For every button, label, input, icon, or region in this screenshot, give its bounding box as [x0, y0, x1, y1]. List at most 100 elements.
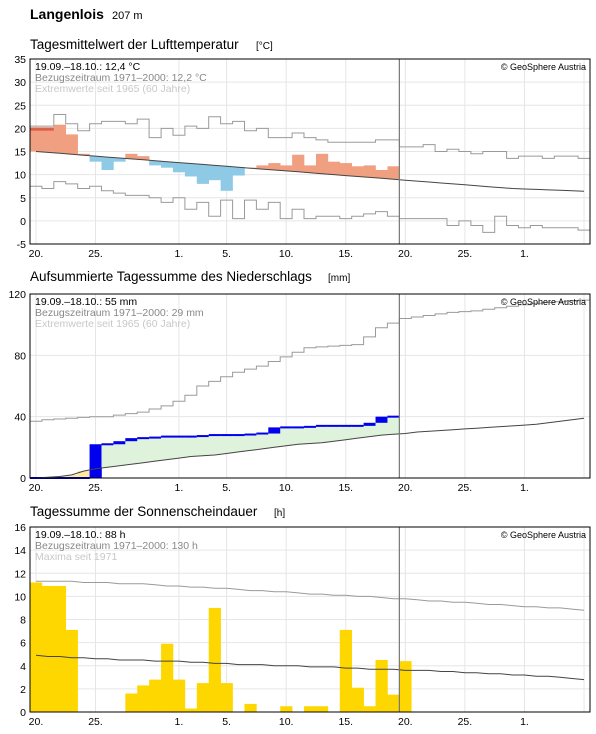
precipitation-unit: [mm]: [328, 273, 350, 284]
precipitation-deviation-fill: [363, 422, 376, 437]
precipitation-bar: [244, 433, 257, 436]
precipitation-x-tick-label: 1.: [520, 482, 529, 494]
sunshine-bar: [387, 694, 400, 712]
precipitation-bar: [375, 416, 388, 423]
temperature-y-tick-label: 35: [14, 54, 26, 66]
sunshine-bar: [41, 585, 55, 712]
precipitation-bar: [327, 424, 341, 427]
temperature-bar: [184, 163, 198, 177]
sunshine-x-tick-label: 25.: [458, 716, 473, 728]
precipitation-deviation-fill: [256, 433, 269, 449]
temperature-bar: [149, 160, 162, 166]
precipitation-bar: [172, 435, 186, 438]
precipitation-x-tick-label: 5.: [222, 482, 231, 494]
precipitation-deviation-fill: [149, 436, 162, 462]
sunshine-max-line: [36, 580, 585, 611]
sunshine-bar: [172, 679, 186, 712]
precipitation-deviation-fill: [137, 438, 150, 463]
sunshine-y-tick-label: 14: [14, 545, 26, 557]
sunshine-x-tick-label: 25.: [88, 716, 103, 728]
precipitation-bar: [363, 422, 376, 426]
temperature-bar: [232, 167, 245, 176]
temperature-y-tick-label: 10: [14, 170, 26, 182]
sunshine-x-tick-label: 1.: [520, 716, 529, 728]
precipitation-info-current: 19.09.–18.10.: 55 mm: [35, 296, 137, 308]
sunshine-bar: [30, 582, 43, 712]
sunshine-y-tick-label: 16: [14, 522, 26, 534]
sunshine-frame: [29, 526, 591, 713]
sunshine-bar: [280, 706, 293, 712]
precipitation-deviation-fill: [208, 435, 221, 455]
temperature-y-tick-label: 20: [14, 123, 26, 135]
temperature-copyright: © GeoSphere Austria: [501, 62, 586, 72]
temperature-bar: [41, 127, 55, 153]
temperature-y-tick-label: 25: [14, 100, 26, 112]
precipitation-info-extremes: Extremwerte seit 1965 (60 Jahre): [35, 318, 190, 330]
precipitation-y-tick-label: 80: [14, 350, 26, 362]
precipitation-deviation-fill: [292, 427, 305, 445]
precipitation-bar: [268, 427, 281, 434]
precipitation-deviation-fill: [220, 435, 233, 454]
temperature-bar: [101, 157, 114, 170]
temperature-x-tick-label: 10.: [279, 248, 294, 260]
sunshine-y-tick-label: 6: [20, 638, 26, 650]
precipitation-x-tick-label: 25.: [88, 482, 103, 494]
precipitation-bar: [256, 432, 269, 435]
temperature-bar: [268, 163, 281, 170]
temperature-normal-line: [35, 151, 585, 192]
temperature-x-tick-label: 25.: [88, 248, 103, 260]
temperature-bar: [30, 127, 43, 152]
temperature-info-current: 19.09.–18.10.: 12,4 °C: [35, 61, 141, 73]
temperature-x-tick-label: 20.: [29, 248, 44, 260]
sunshine-bar: [65, 629, 78, 712]
temperature-y-tick-label: 15: [14, 147, 26, 159]
precipitation-deviation-fill: [65, 474, 78, 478]
temperature-chart: -5 0 5 10 15 20 25 30 35 20. 25. 1. 5. 10. 15. 20. 25. 1.…: [14, 54, 591, 260]
sunshine-x-tick-label: 20.: [398, 716, 413, 728]
sunshine-bar: [161, 643, 174, 712]
temperature-frame: [29, 58, 591, 245]
precipitation-deviation-fill: [387, 416, 400, 435]
precipitation-copyright: © GeoSphere Austria: [501, 297, 586, 307]
precipitation-deviation-fill: [280, 427, 293, 446]
precipitation-bar: [280, 426, 293, 429]
precipitation-y-tick-label: 0: [20, 473, 26, 485]
temperature-y-tick-label: 30: [14, 77, 26, 89]
sunshine-bar: [196, 683, 210, 712]
temperature-bar: [113, 157, 126, 162]
temperature-y-tick-label: 5: [20, 193, 26, 205]
station-elevation: 207 m: [112, 10, 143, 22]
precipitation-max-line: [30, 299, 590, 422]
temperature-bar: [220, 166, 233, 191]
precipitation-deviation-fill: [101, 444, 114, 468]
temperature-bar: [89, 156, 102, 162]
temperature-bar: [208, 165, 221, 181]
sunshine-copyright: © GeoSphere Austria: [501, 530, 586, 540]
sunshine-y-tick-label: 10: [14, 591, 26, 603]
temperature-bar: [363, 165, 376, 178]
precipitation-title: Aufsummierte Tagessumme des Niederschlag…: [30, 269, 312, 284]
temperature-y-tick-label: 0: [20, 216, 26, 228]
sunshine-bar: [399, 661, 412, 712]
temperature-bar: [125, 153, 138, 159]
temperature-bar: [351, 166, 364, 177]
precipitation-deviation-fill: [161, 436, 174, 460]
precipitation-bar: [113, 441, 126, 445]
temperature-bar: [77, 153, 90, 156]
precipitation-x-tick-label: 20.: [29, 482, 44, 494]
temperature-bar: [315, 153, 329, 174]
temperature-bar: [137, 156, 150, 160]
temperature-bar: [65, 134, 78, 155]
temperature-x-tick-label: 20.: [398, 248, 413, 260]
sunshine-bar: [149, 679, 162, 712]
temperature-bar: [292, 154, 305, 172]
precipitation-deviation-fill: [351, 425, 364, 439]
sunshine-normal-line: [35, 654, 585, 681]
precipitation-deviation-fill: [77, 471, 90, 478]
temperature-info-reference: Bezugszeitraum 1971–2000: 12,2 °C: [35, 72, 207, 84]
temperature-bar: [161, 161, 174, 168]
sunshine-bar: [208, 607, 221, 712]
temperature-bar-extreme: [41, 127, 55, 131]
temperature-x-tick-label: 1.: [175, 248, 184, 260]
